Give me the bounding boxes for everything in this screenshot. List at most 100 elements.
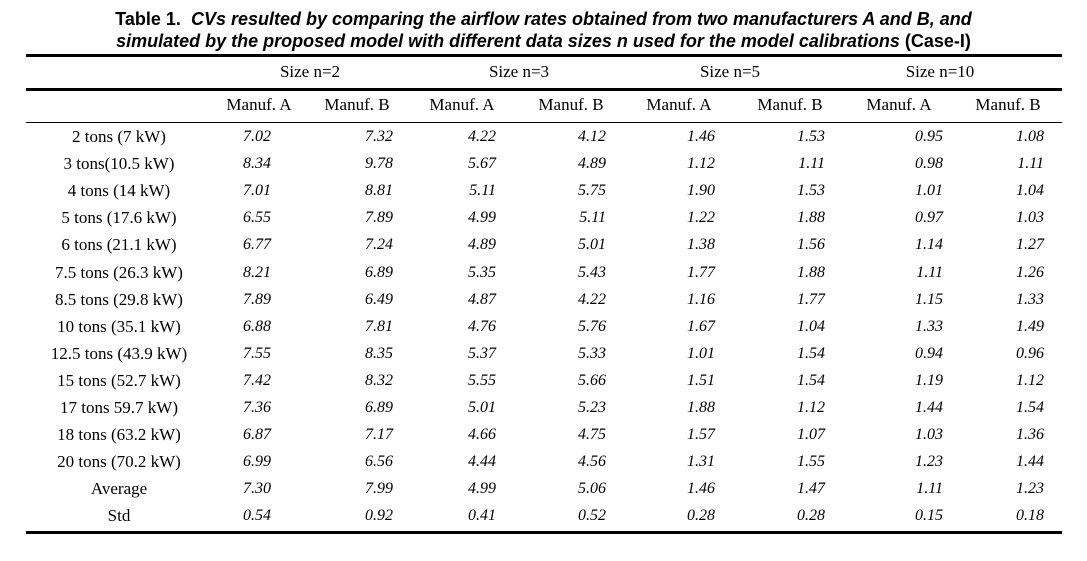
group-header: Size n=3 <box>488 62 550 81</box>
table-cell: 1.53 <box>797 128 825 145</box>
table-cell: 1.08 <box>1016 128 1044 145</box>
table-cell: 1.07 <box>797 426 825 443</box>
caption-tail: (Case-I) <box>904 31 971 51</box>
table-cell: 8.34 <box>243 155 271 172</box>
table-cell: 5.11 <box>579 209 606 226</box>
table-top-rule <box>26 54 1062 57</box>
table-cell: 7.36 <box>243 399 271 416</box>
table-cell: 0.98 <box>915 155 943 172</box>
table-cell: 7.17 <box>365 426 393 443</box>
table-cell: 1.14 <box>915 236 943 253</box>
table-cell: 1.11 <box>1017 155 1044 172</box>
table-row: 6 tons (21.1 kW) 6.77 7.24 4.89 5.01 1.38 1.56… <box>26 233 1062 257</box>
group-header: Size n=2 <box>279 62 341 81</box>
table-cell: 1.04 <box>1016 182 1044 199</box>
table-cell: 7.81 <box>365 318 393 335</box>
group-header: Size n=10 <box>905 62 975 81</box>
table-cell: 1.33 <box>915 318 943 335</box>
table-row: 3 tons(10.5 kW) 8.34 9.78 5.67 4.89 1.12 1.11 0… <box>26 152 1062 176</box>
table-cell: 6.56 <box>365 453 393 470</box>
table-cell: 4.66 <box>468 426 496 443</box>
table-cell: 5.06 <box>578 480 606 497</box>
table-cell: 1.53 <box>797 182 825 199</box>
table-cell: 5.01 <box>468 399 496 416</box>
table-cell: 1.55 <box>797 453 825 470</box>
table-cell: 1.36 <box>1016 426 1044 443</box>
table-cell: 4.22 <box>578 291 606 308</box>
table-cell: 1.04 <box>797 318 825 335</box>
table-cell: 6.89 <box>365 399 393 416</box>
table-cell: 0.97 <box>915 209 943 226</box>
table-cell: 4.12 <box>578 128 606 145</box>
row-label: 3 tons(10.5 kW) <box>63 154 175 173</box>
table-cell: 6.87 <box>243 426 271 443</box>
row-label: 15 tons (52.7 kW) <box>57 371 181 390</box>
table-cell: 1.12 <box>687 155 715 172</box>
table-cell: 1.16 <box>687 291 715 308</box>
table-cell: 1.19 <box>915 372 943 389</box>
row-label: 17 tons 59.7 kW) <box>59 398 179 417</box>
column-header: Manuf. A <box>866 95 932 114</box>
table-cell: 1.12 <box>797 399 825 416</box>
table-cell: 6.77 <box>243 236 271 253</box>
table-cell: 1.11 <box>798 155 825 172</box>
table-cell: 4.76 <box>468 318 496 335</box>
table-row: 8.5 tons (29.8 kW) 7.89 6.49 4.87 4.22 1.16 1.… <box>26 288 1062 312</box>
row-label: Average <box>90 479 148 498</box>
row-label: 18 tons (63.2 kW) <box>57 425 181 444</box>
table-cell: 1.51 <box>687 372 715 389</box>
table-cell: 4.75 <box>578 426 606 443</box>
table-cell: 1.67 <box>687 318 715 335</box>
column-header: Manuf. B <box>975 95 1041 114</box>
table-cell: 0.28 <box>797 507 825 524</box>
table-bottom-rule <box>26 531 1062 534</box>
table-cell: 1.22 <box>687 209 715 226</box>
table-cell: 0.92 <box>365 507 393 524</box>
caption-line-2: simulated by the proposed model with dif… <box>0 30 1087 52</box>
caption-label: Table 1. <box>115 9 181 29</box>
column-header: Manuf. B <box>757 95 823 114</box>
table-cell: 7.89 <box>243 291 271 308</box>
table-cell: 0.41 <box>468 507 496 524</box>
table-cell: 8.35 <box>365 345 393 362</box>
subheader-row: Manuf. A Manuf. B Manuf. A Manuf. B Manuf. A… <box>26 93 1062 117</box>
table-cell: 0.96 <box>1016 345 1044 362</box>
table-cell: 1.47 <box>797 480 825 497</box>
table-cell: 6.88 <box>243 318 271 335</box>
table-cell: 1.01 <box>687 345 715 362</box>
table-cell: 0.95 <box>915 128 943 145</box>
row-label: 8.5 tons (29.8 kW) <box>55 290 183 309</box>
table-cell: 4.22 <box>468 128 496 145</box>
table-cell: 1.56 <box>797 236 825 253</box>
table-cell: 7.30 <box>243 480 271 497</box>
table-cell: 0.15 <box>915 507 943 524</box>
table-cell: 1.26 <box>1016 264 1044 281</box>
table-cell: 0.18 <box>1016 507 1044 524</box>
table-cell: 4.89 <box>578 155 606 172</box>
table-cell: 9.78 <box>365 155 393 172</box>
table-cell: 1.88 <box>797 264 825 281</box>
table-cell: 1.46 <box>687 128 715 145</box>
caption-title-cont: simulated by the proposed model with dif… <box>116 31 900 51</box>
table-cell: 1.46 <box>687 480 715 497</box>
table-cell: 1.33 <box>1016 291 1044 308</box>
table-cell: 5.37 <box>468 345 496 362</box>
table-cell: 5.76 <box>578 318 606 335</box>
table-row: Std 0.54 0.92 0.41 0.52 0.28 0.28 0.15 0.18 <box>26 504 1062 528</box>
table-cell: 6.89 <box>365 264 393 281</box>
column-header: Manuf. B <box>324 95 390 114</box>
row-label: 4 tons (14 kW) <box>67 181 171 200</box>
column-header: Manuf. A <box>429 95 495 114</box>
table-cell: 5.66 <box>578 372 606 389</box>
table-cell: 0.52 <box>578 507 606 524</box>
caption-line-1: Table 1. CVs resulted by comparing the a… <box>0 8 1087 30</box>
table-row: 20 tons (70.2 kW) 6.99 6.56 4.44 4.56 1.31 1.5… <box>26 450 1062 474</box>
table-cell: 5.43 <box>578 264 606 281</box>
table-cell: 0.28 <box>687 507 715 524</box>
table-row: 12.5 tons (43.9 kW) 7.55 8.35 5.37 5.33 1.01 1… <box>26 342 1062 366</box>
row-label: 5 tons (17.6 kW) <box>61 208 177 227</box>
table-cell: 7.24 <box>365 236 393 253</box>
table-group-rule <box>26 88 1062 91</box>
table-cell: 1.12 <box>1016 372 1044 389</box>
table-cell: 7.02 <box>243 128 271 145</box>
